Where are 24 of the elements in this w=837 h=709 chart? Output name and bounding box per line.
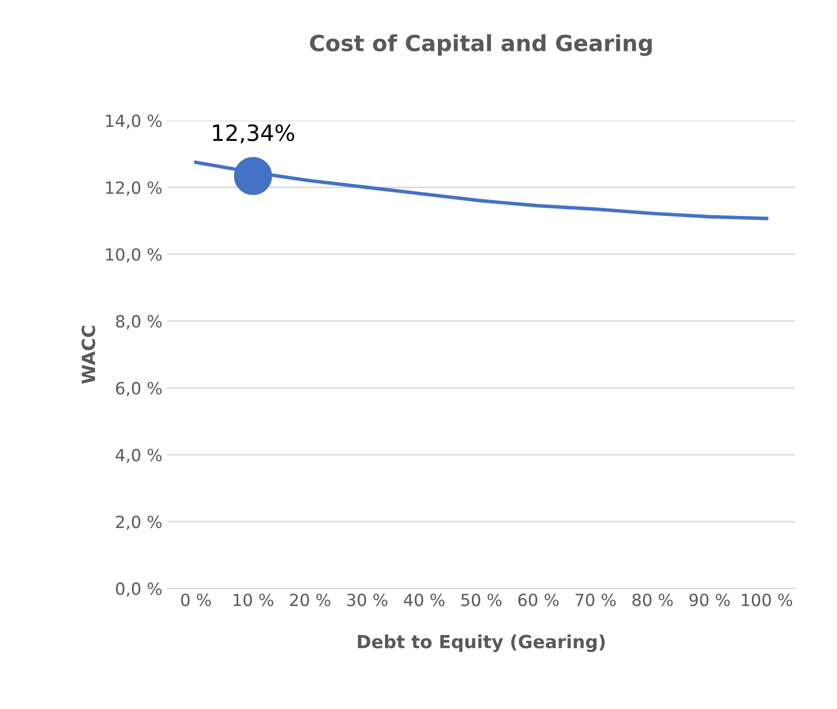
x-tick-label: 90 %: [689, 594, 730, 606]
y-tick-label: 2,0 %: [116, 516, 162, 530]
x-tick-label: 50 %: [461, 594, 502, 606]
y-tick-label: 6,0 %: [116, 382, 162, 396]
y-tick-label: 8,0 %: [116, 315, 162, 330]
x-tick-label: 60 %: [518, 594, 559, 606]
x-tick-label: 20 %: [290, 594, 330, 606]
x-axis-title: Debt to Equity (Gearing): [358, 634, 605, 652]
x-tick-label: 40 %: [404, 594, 444, 606]
y-tick-label: 14,0 %: [106, 114, 162, 129]
y-tick-label: 10,0 %: [106, 248, 162, 262]
y-tick-label: 0,0 %: [116, 582, 162, 597]
y-axis-title: WACC: [82, 326, 96, 384]
y-tick-label: 4,0 %: [116, 448, 162, 464]
x-tick-label: 0 %: [181, 594, 211, 606]
data-label: 12,34%: [213, 124, 294, 144]
chart-title: Cost of Capital and Gearing: [310, 34, 652, 56]
x-tick-label: 70 %: [576, 594, 616, 606]
x-tick-label: 80 %: [632, 594, 673, 606]
x-tick-label: 30 %: [347, 594, 388, 606]
x-tick-label: 10 %: [234, 594, 274, 606]
x-tick-label: 100 %: [742, 594, 792, 606]
y-tick-label: 12,0 %: [106, 181, 162, 196]
line-series: [194, 160, 768, 220]
